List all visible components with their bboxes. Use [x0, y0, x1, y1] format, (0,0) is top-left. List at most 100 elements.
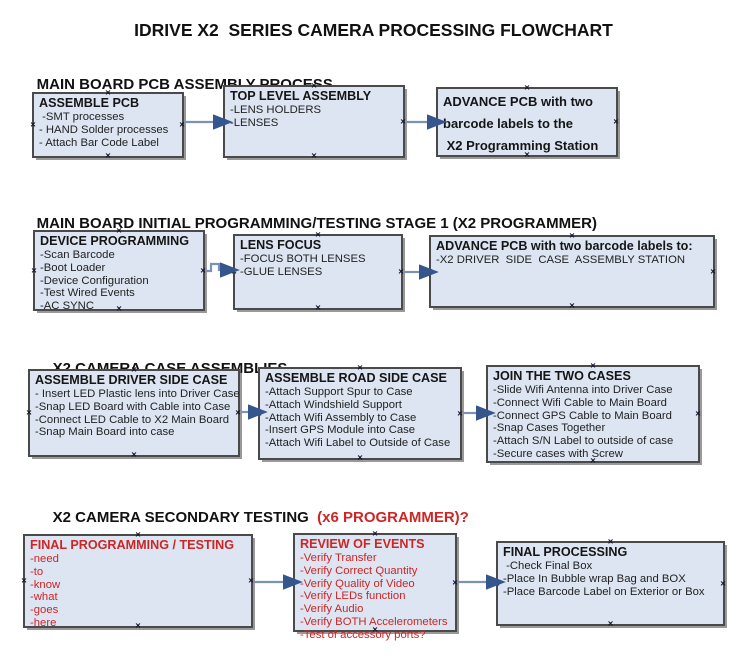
box-item: -Place Barcode Label on Exterior or Box: [503, 585, 705, 598]
section-heading-secondary-testing: X2 CAMERA SECONDARY TESTING (x6 PROGRAMM…: [36, 492, 469, 543]
connector-point-icon: ×: [256, 407, 262, 419]
box-item: -GLUE LENSES: [240, 265, 323, 278]
connector-point-icon: ×: [457, 407, 463, 419]
heading-text: X2 CAMERA SECONDARY TESTING: [52, 509, 318, 526]
flow-box-join-the-two-cases: JOIN THE TWO CASES -Slide Wifi Antenna i…: [484, 361, 701, 465]
flow-box-device-programming: DEVICE PROGRAMMING -Scan Barcode -Boot L…: [31, 226, 206, 313]
box-item: -Test of accessory ports?: [300, 628, 426, 641]
connector-point-icon: ×: [291, 576, 297, 588]
box-item: -Attach Support Spur to Case: [265, 386, 413, 398]
connector-point-icon: ×: [315, 302, 321, 314]
box-item: -Attach Windshield Support: [265, 398, 402, 411]
connector-point-icon: ×: [200, 264, 206, 276]
box-item: -Test Wired Events: [40, 287, 135, 300]
box-item: -Scan Barcode: [40, 249, 115, 261]
box-item: -Verify Correct Quantity: [300, 564, 418, 577]
heading-suffix: (x6 PROGRAMMER)?: [317, 509, 469, 526]
box-title: FINAL PROGRAMMING / TESTING: [30, 538, 235, 552]
connector-point-icon: ×: [710, 265, 716, 277]
flow-box-assemble-pcb: ASSEMBLE PCB -SMT processes - HAND Solde…: [30, 88, 185, 162]
box-item: -Verify Quality of Video: [300, 577, 415, 590]
connector-point-icon: ×: [484, 408, 490, 420]
flow-box-review-of-events: REVIEW OF EVENTS -Verify Transfer -Verif…: [291, 529, 458, 641]
box-item: ADVANCE PCB with two: [443, 94, 593, 109]
box-title: LENS FOCUS: [240, 238, 322, 252]
box-item: -Place In Bubble wrap Bag and BOX: [503, 572, 686, 585]
box-item: -Snap LED Board with Cable into Case: [35, 400, 231, 413]
flow-box-advance-pcb-programming-station: ADVANCE PCB with two barcode labels to t…: [434, 83, 619, 159]
box-item: -X2 DRIVER SIDE CASE ASSEMBLY STATION: [436, 254, 686, 266]
box-title: ASSEMBLE DRIVER SIDE CASE: [35, 373, 228, 387]
box-item: -Snap Cases Together: [493, 422, 606, 435]
connector-point-icon: ×: [494, 577, 500, 589]
flow-box-final-processing: FINAL PROCESSING -Check Final Box -Place…: [494, 537, 726, 630]
box-item: -Verify Transfer: [300, 552, 377, 564]
box-title: REVIEW OF EVENTS: [300, 537, 425, 551]
connector-point-icon: ×: [720, 577, 726, 589]
box-item: - Insert LED Plastic lens into Driver Ca…: [35, 388, 240, 400]
box-item: -here: [30, 616, 57, 629]
box-title: JOIN THE TWO CASES: [493, 369, 631, 383]
connector-point-icon: ×: [221, 115, 227, 127]
box-item: -Connect Wifi Cable to Main Board: [493, 396, 667, 409]
connector-point-icon: ×: [400, 115, 406, 127]
box-item: -Verify LEDs function: [300, 590, 406, 603]
connector-point-icon: ×: [231, 266, 237, 278]
box-item: -Attach S/N Label to outside of case: [493, 435, 674, 448]
box-title: ASSEMBLE PCB: [39, 96, 140, 110]
connector-point-icon: ×: [613, 116, 619, 128]
box-item: -Slide Wifi Antenna into Driver Case: [493, 384, 673, 396]
box-item: -Device Configuration: [40, 274, 149, 287]
box-item: -FOCUS BOTH LENSES: [240, 253, 366, 265]
connector-point-icon: ×: [357, 452, 363, 464]
connector-point-icon: ×: [311, 150, 317, 162]
box-item: -LENSES: [230, 116, 279, 129]
box-title: ASSEMBLE ROAD SIDE CASE: [265, 371, 447, 385]
box-item: -AC SYNC: [40, 300, 94, 313]
box-item: -LENS HOLDERS: [230, 104, 322, 116]
section-heading-initial-programming: MAIN BOARD INITIAL PROGRAMMING/TESTING S…: [20, 198, 597, 249]
connector-point-icon: ×: [398, 266, 404, 278]
flow-box-assemble-driver-side-case: ASSEMBLE DRIVER SIDE CASE - Insert LED P…: [26, 365, 241, 461]
connector-point-icon: ×: [452, 576, 458, 588]
box-item: -goes: [30, 604, 59, 617]
box-item: - Attach Bar Code Label: [39, 136, 159, 149]
box-item: -know: [30, 578, 61, 591]
connector-point-icon: ×: [21, 575, 27, 587]
connector-point-icon: ×: [131, 449, 137, 461]
box-item: -Connect GPS Cable to Main Board: [493, 409, 672, 422]
connector-point-icon: ×: [427, 265, 433, 277]
connector-point-icon: ×: [31, 264, 37, 276]
box-item: -Check Final Box: [503, 560, 593, 572]
connector-point-icon: ×: [105, 150, 111, 162]
box-item: -Insert GPS Module into Case: [265, 424, 416, 437]
box-title: TOP LEVEL ASSEMBLY: [230, 89, 372, 103]
box-item: - HAND Solder processes: [39, 123, 169, 136]
flow-box-lens-focus: LENS FOCUS -FOCUS BOTH LENSES -GLUE LENS…: [231, 230, 404, 314]
flow-box-advance-pcb-driver-side: ADVANCE PCB with two barcode labels to: …: [427, 231, 716, 310]
box-item: X2 Programming Station: [443, 138, 599, 153]
box-item: -SMT processes: [39, 111, 125, 123]
box-title: FINAL PROCESSING: [503, 545, 628, 559]
connector-point-icon: ×: [434, 116, 440, 128]
heading-text: MAIN BOARD INITIAL PROGRAMMING/TESTING S…: [36, 215, 597, 232]
connector-point-icon: ×: [235, 407, 241, 419]
connector-point-icon: ×: [607, 618, 614, 630]
box-item: -Snap Main Board into case: [35, 426, 175, 439]
box-item: -Verify BOTH Accelerometers: [300, 615, 448, 628]
connector-point-icon: ×: [30, 119, 36, 131]
box-title: DEVICE PROGRAMMING: [40, 234, 190, 248]
box-item: -Connect LED Cable to X2 Main Board: [35, 413, 230, 426]
box-item: -Attach Wifi Assembly to Case: [265, 411, 417, 424]
connector-point-icon: ×: [248, 575, 254, 587]
flow-box-assemble-road-side-case: ASSEMBLE ROAD SIDE CASE -Attach Support …: [256, 363, 463, 464]
box-item: -Boot Loader: [40, 261, 106, 274]
flow-box-final-programming-testing: FINAL PROGRAMMING / TESTING -need -to -k…: [21, 530, 254, 630]
box-item: -Attach Wifi Label to Outside of Case: [265, 437, 451, 450]
connector-point-icon: ×: [695, 408, 701, 420]
box-item: -Secure cases with Screw: [493, 447, 623, 460]
flow-box-top-level-assembly: TOP LEVEL ASSEMBLY -LENS HOLDERS -LENSES…: [221, 81, 406, 162]
box-item: barcode labels to the: [443, 116, 574, 131]
flow-arrow: [206, 262, 240, 278]
